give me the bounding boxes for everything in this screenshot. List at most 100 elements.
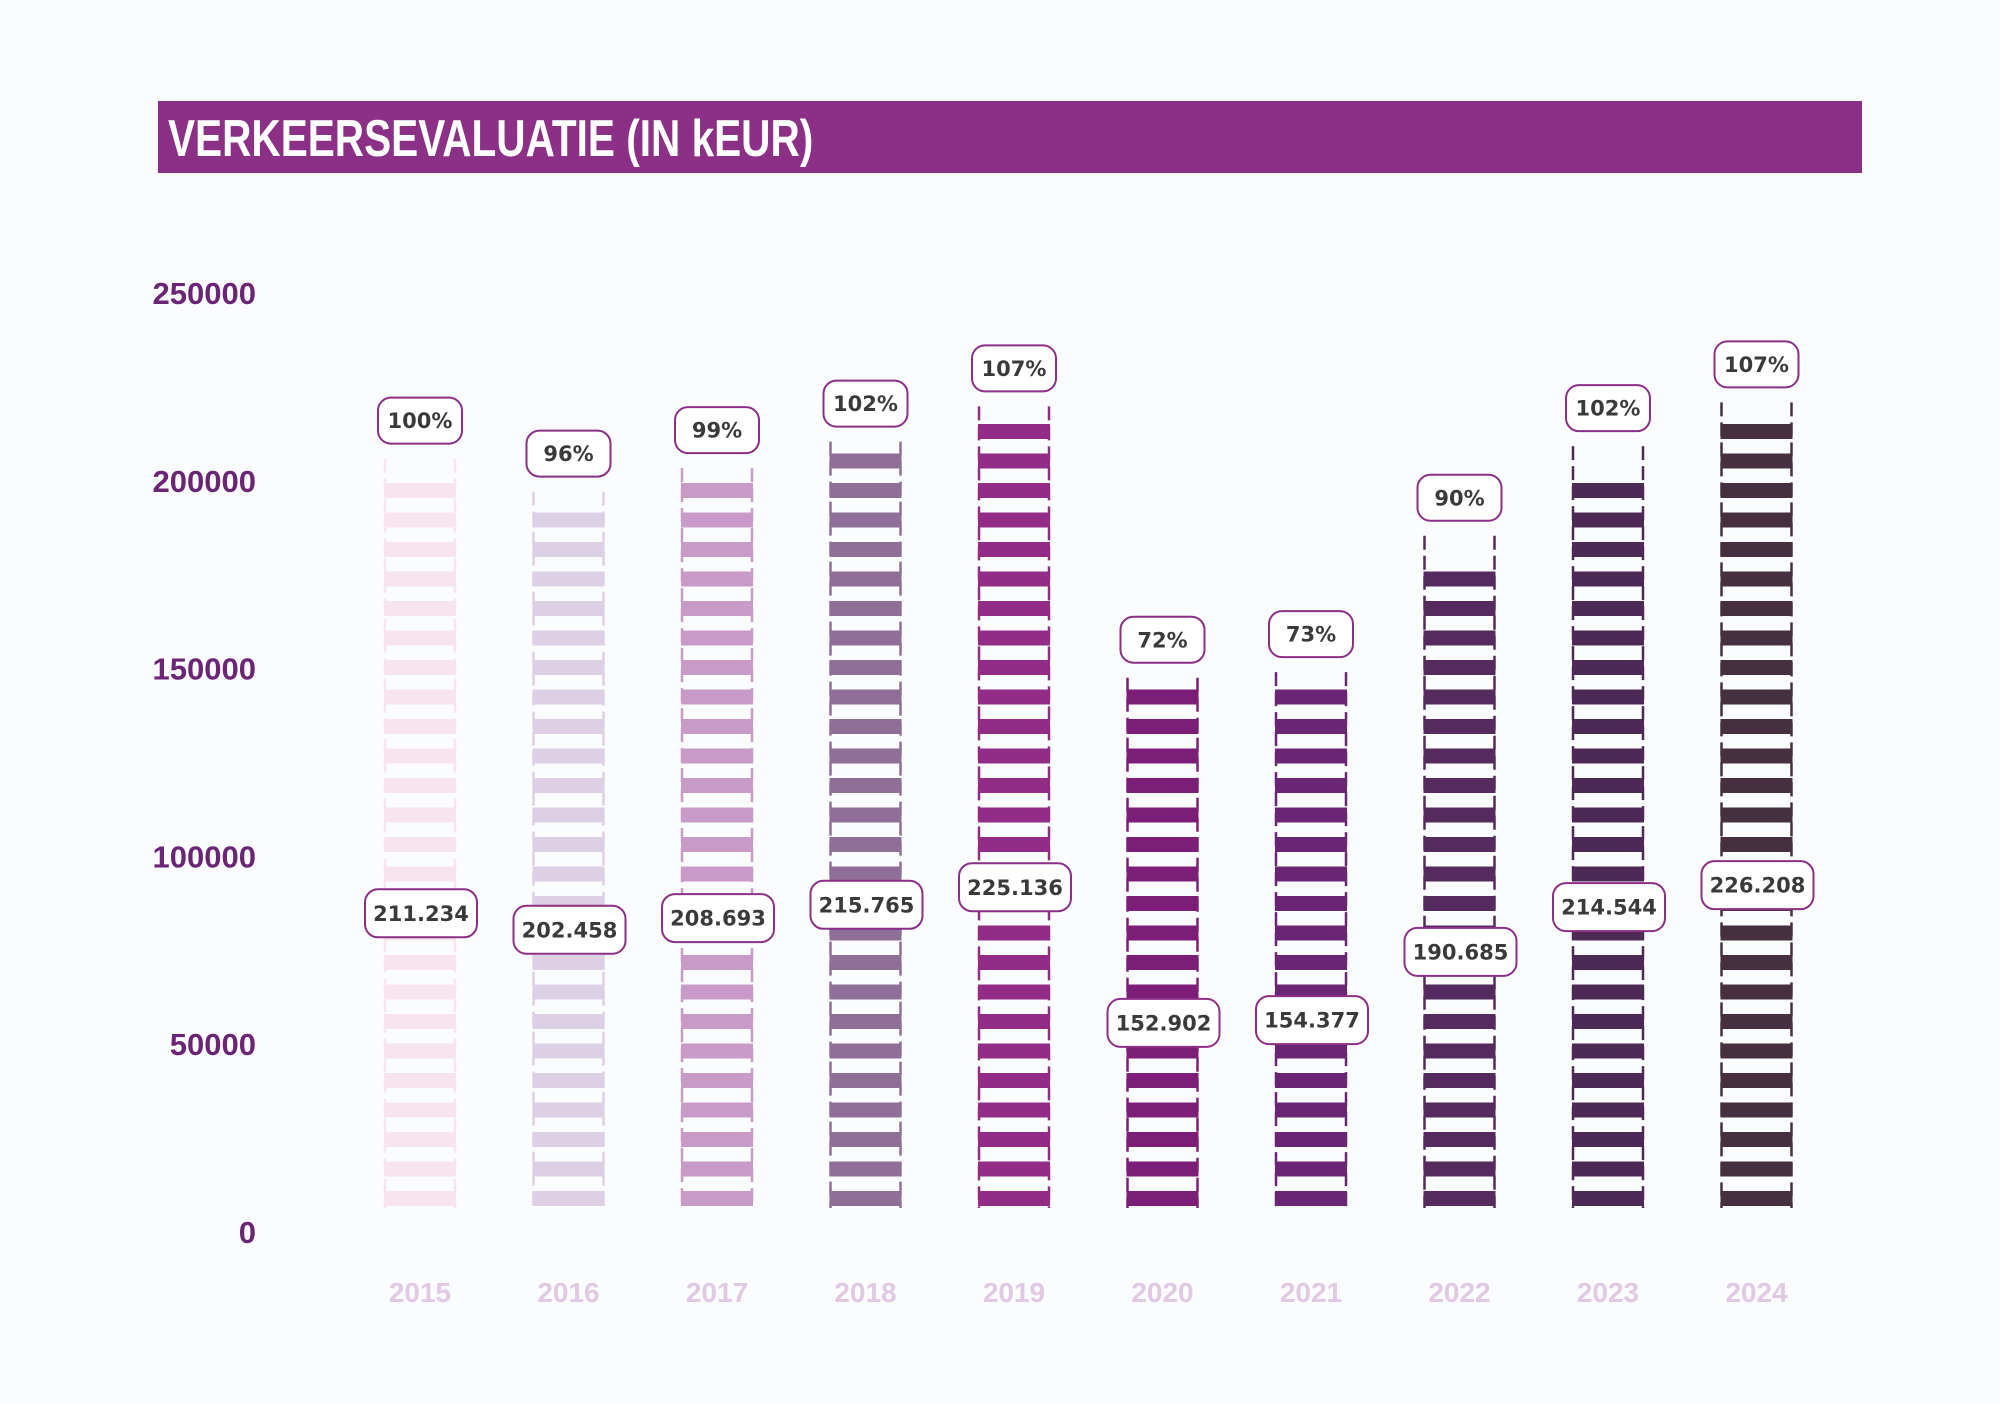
bar-tie <box>829 542 902 557</box>
percent-label-box <box>822 379 909 428</box>
value-label-text: 154.377 <box>1264 1009 1360 1033</box>
bar-tie <box>1275 1161 1347 1177</box>
bar-tie <box>1572 542 1644 557</box>
bar-tie <box>1423 896 1496 911</box>
bar-tie <box>681 1132 753 1147</box>
percent-label: 96% <box>525 429 612 478</box>
bar-tie <box>681 748 753 764</box>
value-label-box <box>1700 860 1815 911</box>
bar-tie <box>384 807 456 823</box>
bar-tie <box>978 601 1050 616</box>
bar-tie <box>978 1102 1050 1118</box>
bar-tie <box>1126 719 1199 734</box>
bar-tie <box>829 1073 902 1088</box>
bar-tie <box>829 984 902 1000</box>
bar-tie <box>1423 601 1496 616</box>
value-label-box <box>1552 882 1666 933</box>
bar-tie <box>384 660 456 675</box>
bar-tie <box>1720 955 1793 970</box>
percent-label-text: 96% <box>543 442 593 466</box>
bar-tie <box>978 1132 1050 1147</box>
bar-tie <box>1423 571 1496 587</box>
percent-label-box <box>1416 473 1503 522</box>
bar-tie <box>1572 984 1644 1000</box>
bar-tie <box>1720 483 1793 498</box>
bar-tie <box>1275 1191 1347 1206</box>
percent-label-text: 102% <box>833 392 898 416</box>
bar-tie <box>1572 630 1644 646</box>
bar-tie <box>1423 630 1496 646</box>
bar-tie <box>1720 1073 1793 1088</box>
bar-tie <box>1423 1132 1496 1147</box>
bar-tie <box>1720 1191 1793 1206</box>
bar-tie <box>1423 778 1496 793</box>
bar-tie <box>532 571 605 587</box>
value-label: 211.234 <box>364 888 478 939</box>
bar-tie <box>532 542 605 557</box>
bar-tie <box>1572 1102 1644 1118</box>
bar-tie <box>978 1161 1050 1177</box>
percent-label-text: 107% <box>982 357 1047 381</box>
bar-tie <box>681 1191 753 1206</box>
y-tick-label: 0 <box>239 1215 256 1250</box>
bar-2016 <box>532 491 605 1208</box>
value-label-box <box>512 904 627 955</box>
bar-tie <box>1572 571 1644 587</box>
value-label: 225.136 <box>958 862 1072 913</box>
bar-tie <box>1572 719 1644 734</box>
bar-tie <box>1275 866 1347 882</box>
bar-tie <box>1720 512 1793 528</box>
bar-tie <box>532 1191 605 1206</box>
value-label-text: 202.458 <box>522 918 618 942</box>
bar-tie <box>384 1102 456 1118</box>
bar-tie <box>384 1161 456 1177</box>
bar-tie <box>532 512 605 528</box>
bar-tie <box>1423 1161 1496 1177</box>
value-label-box <box>1403 926 1518 977</box>
percent-label: 107% <box>1713 340 1800 389</box>
bar-tie <box>681 483 753 498</box>
x-tick-label: 2015 <box>389 1277 451 1308</box>
bar-tie <box>1720 689 1793 705</box>
bar-tie <box>1423 689 1496 705</box>
bar-tie <box>384 1043 456 1059</box>
value-label: 190.685 <box>1403 926 1518 977</box>
bar-tie <box>1572 512 1644 528</box>
bar-tie <box>829 1102 902 1118</box>
bar-2015 <box>383 458 457 1208</box>
bar-tie <box>681 571 753 587</box>
bar-tie <box>1572 660 1644 675</box>
bar-tie <box>978 719 1050 734</box>
bar-tie <box>1572 689 1644 705</box>
bar-tie <box>532 807 605 823</box>
bar-tie <box>1572 601 1644 616</box>
bar-2020 <box>1126 677 1199 1208</box>
percent-label-text: 72% <box>1137 628 1187 652</box>
bar-tie <box>1720 1102 1793 1118</box>
bar-tie <box>1720 748 1793 764</box>
bar-tie <box>532 866 605 882</box>
title-bar: VERKEERSEVALUATIE (IN kEUR) <box>158 101 1862 173</box>
bar-tie <box>1720 807 1793 823</box>
value-label-text: 226.208 <box>1710 874 1806 898</box>
percent-label-box <box>971 344 1057 393</box>
value-label-text: 211.234 <box>373 902 469 926</box>
bar-tie <box>1275 1132 1347 1147</box>
bar-tie <box>829 483 902 498</box>
bar-tie <box>384 1191 456 1206</box>
bar-tie <box>1720 453 1793 469</box>
bar-tie <box>978 984 1050 1000</box>
bar-tie <box>829 748 902 764</box>
bar-tie <box>384 778 456 793</box>
bar-tie <box>681 689 753 705</box>
bar-tie <box>1126 1191 1199 1206</box>
bar-tie <box>1572 483 1644 498</box>
bar-tie <box>532 1102 605 1118</box>
bar-tie <box>384 984 456 1000</box>
percent-label: 99% <box>674 406 760 455</box>
bar-tie <box>384 837 456 852</box>
bar-tie <box>978 778 1050 793</box>
bar-tie <box>1423 660 1496 675</box>
